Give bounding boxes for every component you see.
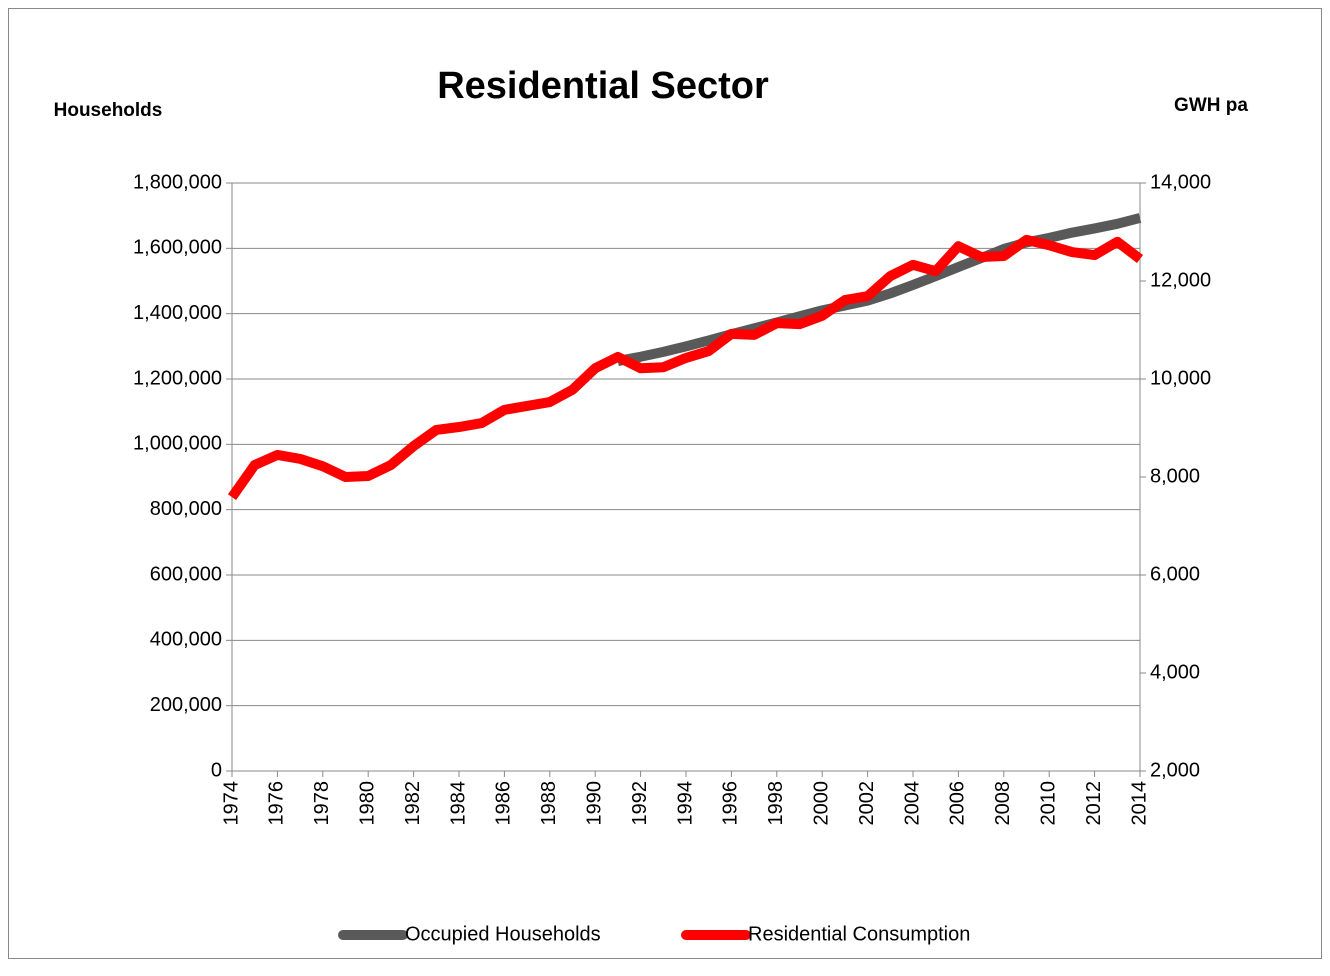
y2-tick-label: 10,000 xyxy=(1150,367,1211,389)
y2-tick-label: 4,000 xyxy=(1150,661,1200,683)
x-tick-label: 1984 xyxy=(447,781,469,826)
y2-axis-label: GWH pa xyxy=(1174,95,1248,116)
series-line xyxy=(227,234,1144,500)
x-tick-label: 1996 xyxy=(720,781,742,826)
y-tick-label: 1,800,000 xyxy=(133,171,222,193)
y-tick-label: 200,000 xyxy=(150,694,222,716)
legend-label: Occupied Households xyxy=(405,923,601,945)
y2-tick-label: 12,000 xyxy=(1150,269,1211,291)
x-tick-label: 2002 xyxy=(856,781,878,826)
x-tick-label: 1994 xyxy=(674,781,696,826)
x-tick-label: 1982 xyxy=(402,781,424,826)
y2-tick-label: 6,000 xyxy=(1150,563,1200,585)
y-tick-label: 600,000 xyxy=(150,563,222,585)
y2-tick-label: 2,000 xyxy=(1150,759,1200,781)
y2-tick-label: 8,000 xyxy=(1150,465,1200,487)
y-tick-label: 1,200,000 xyxy=(133,367,222,389)
x-tick-label: 2004 xyxy=(901,781,923,826)
y-tick-label: 0 xyxy=(211,759,222,781)
chart-title: Residential Sector xyxy=(437,65,769,107)
y2-tick-label: 14,000 xyxy=(1150,171,1211,193)
x-tick-label: 1990 xyxy=(583,781,605,826)
y-tick-label: 400,000 xyxy=(150,629,222,651)
x-tick-label: 1974 xyxy=(220,781,242,826)
x-tick-label: 1986 xyxy=(493,781,515,826)
x-tick-label: 1998 xyxy=(765,781,787,826)
x-tick-label: 1992 xyxy=(629,781,651,826)
x-tick-label: 1976 xyxy=(266,781,288,826)
x-tick-label: 1978 xyxy=(311,781,333,826)
x-tick-label: 2014 xyxy=(1128,781,1150,826)
x-tick-label: 2012 xyxy=(1083,781,1105,826)
y-tick-label: 800,000 xyxy=(150,498,222,520)
y-tick-label: 1,400,000 xyxy=(133,302,222,324)
y-tick-label: 1,600,000 xyxy=(133,237,222,259)
chart-frame xyxy=(8,8,1322,959)
x-tick-label: 2006 xyxy=(947,781,969,826)
x-tick-label: 1980 xyxy=(356,781,378,826)
x-tick-label: 2008 xyxy=(992,781,1014,826)
x-tick-label: 2010 xyxy=(1037,781,1059,826)
x-tick-label: 1988 xyxy=(538,781,560,826)
y-axis-label: Households xyxy=(54,100,163,121)
x-tick-label: 2000 xyxy=(810,781,832,826)
y-tick-label: 1,000,000 xyxy=(133,433,222,455)
series-line xyxy=(616,213,1142,366)
legend-label: Residential Consumption xyxy=(748,923,970,945)
